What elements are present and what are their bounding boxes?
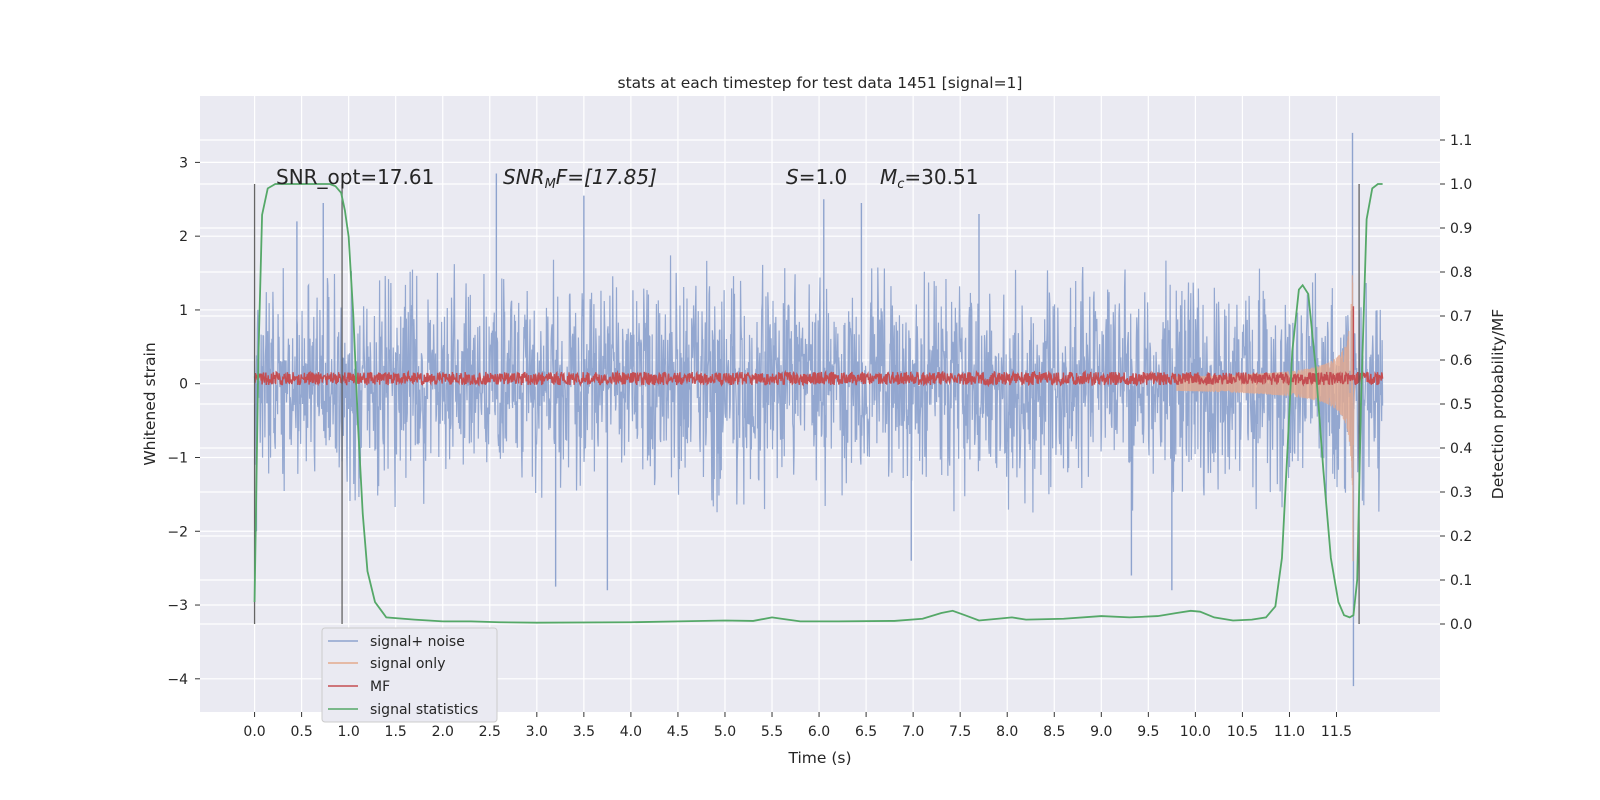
y-right-tick-label: 0.6 bbox=[1450, 353, 1472, 369]
x-tick-label: 11.0 bbox=[1274, 724, 1305, 740]
x-tick-label: 2.5 bbox=[479, 724, 501, 740]
chart-title: stats at each timestep for test data 145… bbox=[618, 74, 1023, 92]
y-right-tick-label: 0.8 bbox=[1450, 265, 1472, 281]
annotation-snr-mf-rest: F=[17.85] bbox=[556, 165, 657, 189]
annotation-mc-sub: c bbox=[897, 177, 904, 192]
annotation-snr-mf-base: SNR bbox=[503, 165, 545, 189]
legend-label-signal-statistics: signal statistics bbox=[370, 702, 478, 718]
annotation-mc-rest: =30.51 bbox=[904, 165, 978, 189]
y-tick-label: 0 bbox=[179, 377, 188, 393]
x-tick-label: 11.5 bbox=[1321, 724, 1352, 740]
y-tick-label: −3 bbox=[167, 598, 188, 614]
x-tick-label: 8.0 bbox=[996, 724, 1018, 740]
annotation-snr-opt: SNR_opt=17.61 bbox=[276, 165, 434, 189]
x-tick-label: 2.0 bbox=[432, 724, 454, 740]
y-tick-label: −2 bbox=[167, 524, 188, 540]
x-tick-label: 1.5 bbox=[385, 724, 407, 740]
y-axis-label: Whitened strain bbox=[141, 342, 159, 465]
legend: signal+ noise signal only MF signal stat… bbox=[321, 627, 498, 723]
x-tick-label: 10.5 bbox=[1227, 724, 1258, 740]
x-tick-label: 7.0 bbox=[902, 724, 924, 740]
x-tick-label: 5.5 bbox=[761, 724, 783, 740]
annotation-mc: Mc=30.51 bbox=[880, 165, 978, 192]
x-tick-labels: 0.0 0.5 1.0 1.5 2.0 2.5 3.0 3.5 4.0 4.5 5.0 5.5 6.0 6… bbox=[243, 712, 1352, 740]
y-right-tick-label: 0.5 bbox=[1450, 397, 1472, 413]
series-layer bbox=[253, 132, 1384, 687]
legend-label-signal-plus-noise: signal+ noise bbox=[370, 634, 465, 650]
y-right-tick-label: 1.1 bbox=[1450, 133, 1472, 149]
series-signal-plus-noise bbox=[253, 255, 1384, 513]
annotation-s-rest: =1.0 bbox=[799, 165, 848, 189]
annotation-snr-mf: SNRMF=[17.85] bbox=[503, 165, 657, 192]
x-tick-label: 9.5 bbox=[1137, 724, 1159, 740]
x-tick-label: 8.5 bbox=[1043, 724, 1065, 740]
series-signal-statistics bbox=[253, 183, 1383, 624]
y-tick-label: 1 bbox=[179, 303, 188, 319]
x-tick-label: 7.5 bbox=[949, 724, 971, 740]
y-right-tick-label: 0.0 bbox=[1450, 617, 1472, 633]
y-right-tick-label: 0.1 bbox=[1450, 573, 1472, 589]
y-tick-label: 3 bbox=[179, 155, 188, 171]
x-tick-label: 1.0 bbox=[338, 724, 360, 740]
x-tick-label: 4.5 bbox=[667, 724, 689, 740]
y-right-tick-label: 1.0 bbox=[1450, 177, 1472, 193]
x-tick-label: 5.0 bbox=[714, 724, 736, 740]
x-tick-label: 6.0 bbox=[808, 724, 830, 740]
x-tick-label: 0.0 bbox=[243, 724, 265, 740]
y-right-tick-label: 0.2 bbox=[1450, 529, 1472, 545]
series-mf bbox=[253, 306, 1384, 388]
y-tick-label: −4 bbox=[167, 672, 188, 688]
x-tick-label: 3.0 bbox=[526, 724, 548, 740]
annotation-mc-base: M bbox=[880, 165, 897, 189]
annotation-s-var: S bbox=[786, 165, 799, 189]
x-tick-label: 6.5 bbox=[855, 724, 877, 740]
y-right-tick-label: 0.7 bbox=[1450, 309, 1472, 325]
x-tick-label: 0.5 bbox=[290, 724, 312, 740]
x-tick-label: 9.0 bbox=[1090, 724, 1112, 740]
x-tick-label: 10.0 bbox=[1180, 724, 1211, 740]
y-right-tick-label: 0.4 bbox=[1450, 441, 1472, 457]
y-right-tick-label: 0.3 bbox=[1450, 485, 1472, 501]
y-right-axis-label: Detection probability/MF bbox=[1489, 309, 1507, 500]
y-right-tick-label: 0.9 bbox=[1450, 221, 1472, 237]
y-tick-label: −1 bbox=[167, 450, 188, 466]
x-axis-label: Time (s) bbox=[787, 749, 851, 767]
x-tick-label: 3.5 bbox=[573, 724, 595, 740]
legend-box bbox=[321, 627, 498, 723]
annotation-s: S=1.0 bbox=[786, 165, 847, 189]
legend-label-signal-only: signal only bbox=[370, 656, 445, 672]
y-tick-labels: −4 −3 −2 −1 0 1 2 3 bbox=[167, 155, 200, 688]
x-tick-label: 4.0 bbox=[620, 724, 642, 740]
legend-label-mf: MF bbox=[370, 679, 390, 695]
y-tick-label: 2 bbox=[179, 229, 188, 245]
annotation-snr-mf-sub: M bbox=[545, 177, 556, 192]
y-right-tick-labels: 0.0 0.1 0.2 0.3 0.4 0.5 0.6 0.7 0.8 0.9 1.0 1.1 bbox=[1440, 133, 1472, 633]
